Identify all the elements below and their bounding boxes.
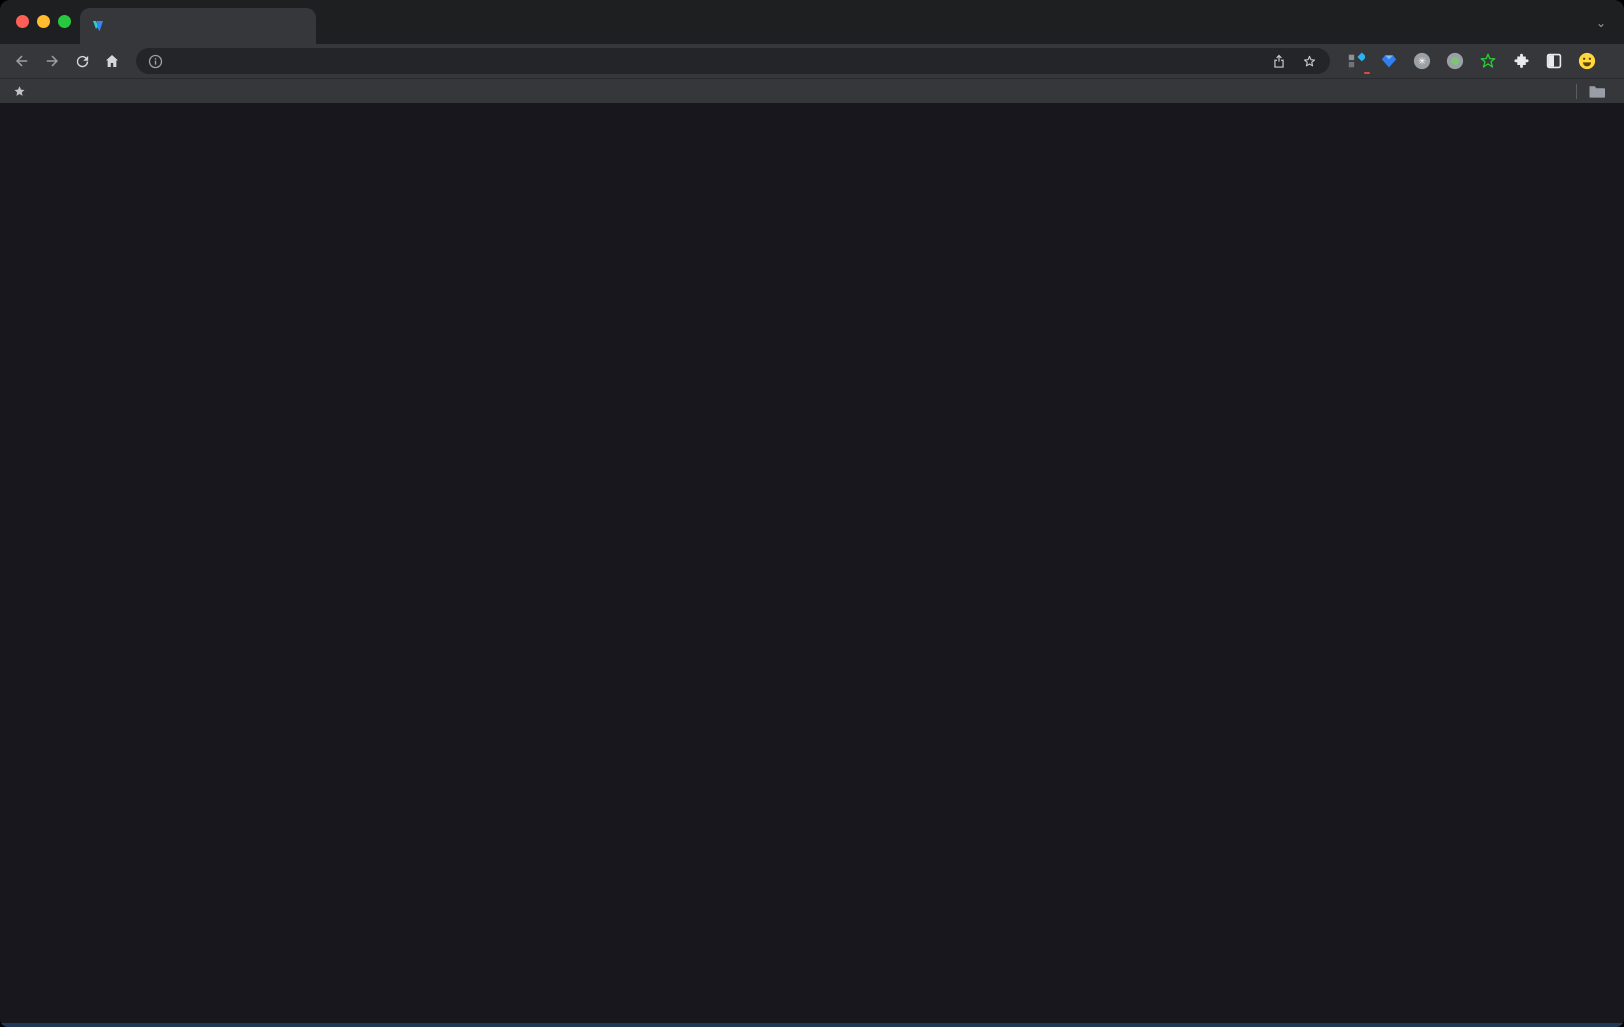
minimize-window-button[interactable] <box>37 15 50 28</box>
browser-tab[interactable] <box>80 8 316 44</box>
bookmarks-manager-item[interactable] <box>12 84 34 99</box>
bookmarks-bar <box>0 78 1624 103</box>
page-info-icon[interactable] <box>148 54 163 69</box>
bookmarks-star-icon <box>14 85 25 96</box>
close-window-button[interactable] <box>16 15 29 28</box>
svg-text:✳: ✳ <box>1418 57 1426 68</box>
extension-darkmode-icon[interactable] <box>1544 51 1564 71</box>
browser-toolbar: ✳ <box>0 44 1624 78</box>
folder-icon <box>1589 85 1605 98</box>
extension-dot-icon[interactable] <box>1445 51 1465 71</box>
other-bookmarks-item[interactable] <box>1589 85 1612 98</box>
bottom-strip <box>0 1023 1624 1027</box>
page-content <box>0 103 1624 1027</box>
window-titlebar: ⌄ <box>0 0 1624 44</box>
zoom-window-button[interactable] <box>58 15 71 28</box>
extension-badge <box>1364 72 1370 74</box>
window-controls <box>16 15 71 28</box>
extensions-area: ✳ <box>1346 51 1610 74</box>
extension-gem-icon[interactable] <box>1379 51 1399 71</box>
share-button[interactable] <box>1271 53 1287 69</box>
address-bar[interactable] <box>136 48 1330 74</box>
home-button[interactable] <box>100 49 124 73</box>
extensions-puzzle-icon[interactable] <box>1511 51 1531 71</box>
forward-button[interactable] <box>40 49 64 73</box>
bookmark-star-button[interactable] <box>1301 53 1318 70</box>
tab-search-chevron-icon[interactable]: ⌄ <box>1595 16 1606 30</box>
back-button[interactable] <box>10 49 34 73</box>
extension-asterisk-icon[interactable]: ✳ <box>1412 51 1432 71</box>
chart-gauge <box>1085 658 1315 888</box>
bookmarks-divider <box>1576 83 1577 99</box>
extension-emoji-icon[interactable] <box>1577 51 1597 71</box>
tab-favicon-icon <box>93 21 103 32</box>
extension-star-icon[interactable] <box>1478 51 1498 71</box>
reload-button[interactable] <box>70 49 94 73</box>
extension-grid-icon[interactable] <box>1346 51 1370 74</box>
chart-progress-bars <box>988 150 1380 385</box>
